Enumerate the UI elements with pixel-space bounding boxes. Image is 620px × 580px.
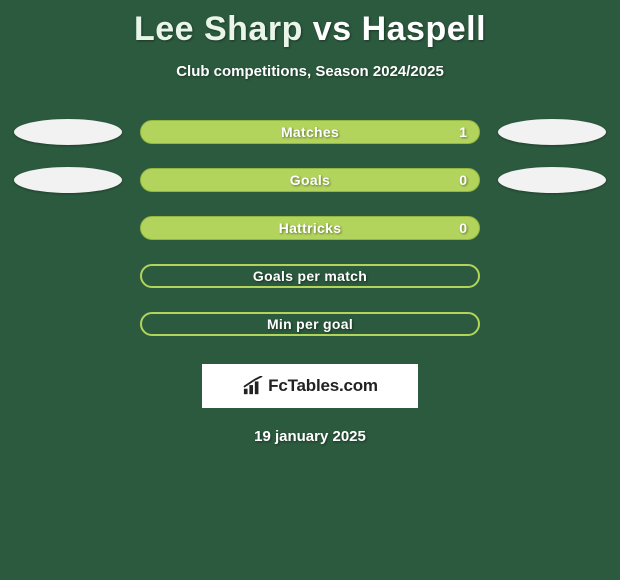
stat-label: Min per goal — [267, 316, 353, 332]
player2-name: Haspell — [362, 10, 486, 48]
stat-label: Matches — [281, 124, 339, 140]
chart-icon — [242, 376, 264, 396]
stat-bar: Min per goal — [140, 312, 480, 336]
stat-rows: Matches 1 Goals 0 Hattricks 0 Goals per match M… — [0, 120, 620, 336]
stat-label: Goals per match — [253, 268, 367, 284]
stat-bar: Hattricks 0 — [140, 216, 480, 240]
oval-spacer — [14, 263, 122, 289]
vs-text: vs — [313, 10, 352, 48]
player2-oval — [498, 119, 606, 145]
subtitle: Club competitions, Season 2024/2025 — [0, 63, 620, 80]
player1-oval — [14, 119, 122, 145]
stat-row: Goals 0 — [0, 168, 620, 192]
stat-value: 0 — [459, 220, 467, 236]
stat-value: 1 — [459, 124, 467, 140]
stat-bar: Matches 1 — [140, 120, 480, 144]
stat-value: 0 — [459, 172, 467, 188]
stat-label: Hattricks — [279, 220, 342, 236]
oval-spacer — [14, 215, 122, 241]
stat-row: Min per goal — [0, 312, 620, 336]
player1-oval — [14, 167, 122, 193]
stat-row: Matches 1 — [0, 120, 620, 144]
date-text: 19 january 2025 — [0, 428, 620, 445]
oval-spacer — [498, 263, 606, 289]
logo-text: FcTables.com — [268, 376, 378, 396]
stat-row: Hattricks 0 — [0, 216, 620, 240]
oval-spacer — [14, 311, 122, 337]
logo-box[interactable]: FcTables.com — [202, 364, 418, 408]
stat-bar: Goals 0 — [140, 168, 480, 192]
stat-bar: Goals per match — [140, 264, 480, 288]
player1-name: Lee Sharp — [134, 10, 303, 48]
player2-oval — [498, 167, 606, 193]
page-title: Lee Sharp vs Haspell — [0, 10, 620, 49]
oval-spacer — [498, 215, 606, 241]
comparison-widget: Lee Sharp vs Haspell Club competitions, … — [0, 0, 620, 445]
oval-spacer — [498, 311, 606, 337]
stat-label: Goals — [290, 172, 330, 188]
stat-row: Goals per match — [0, 264, 620, 288]
